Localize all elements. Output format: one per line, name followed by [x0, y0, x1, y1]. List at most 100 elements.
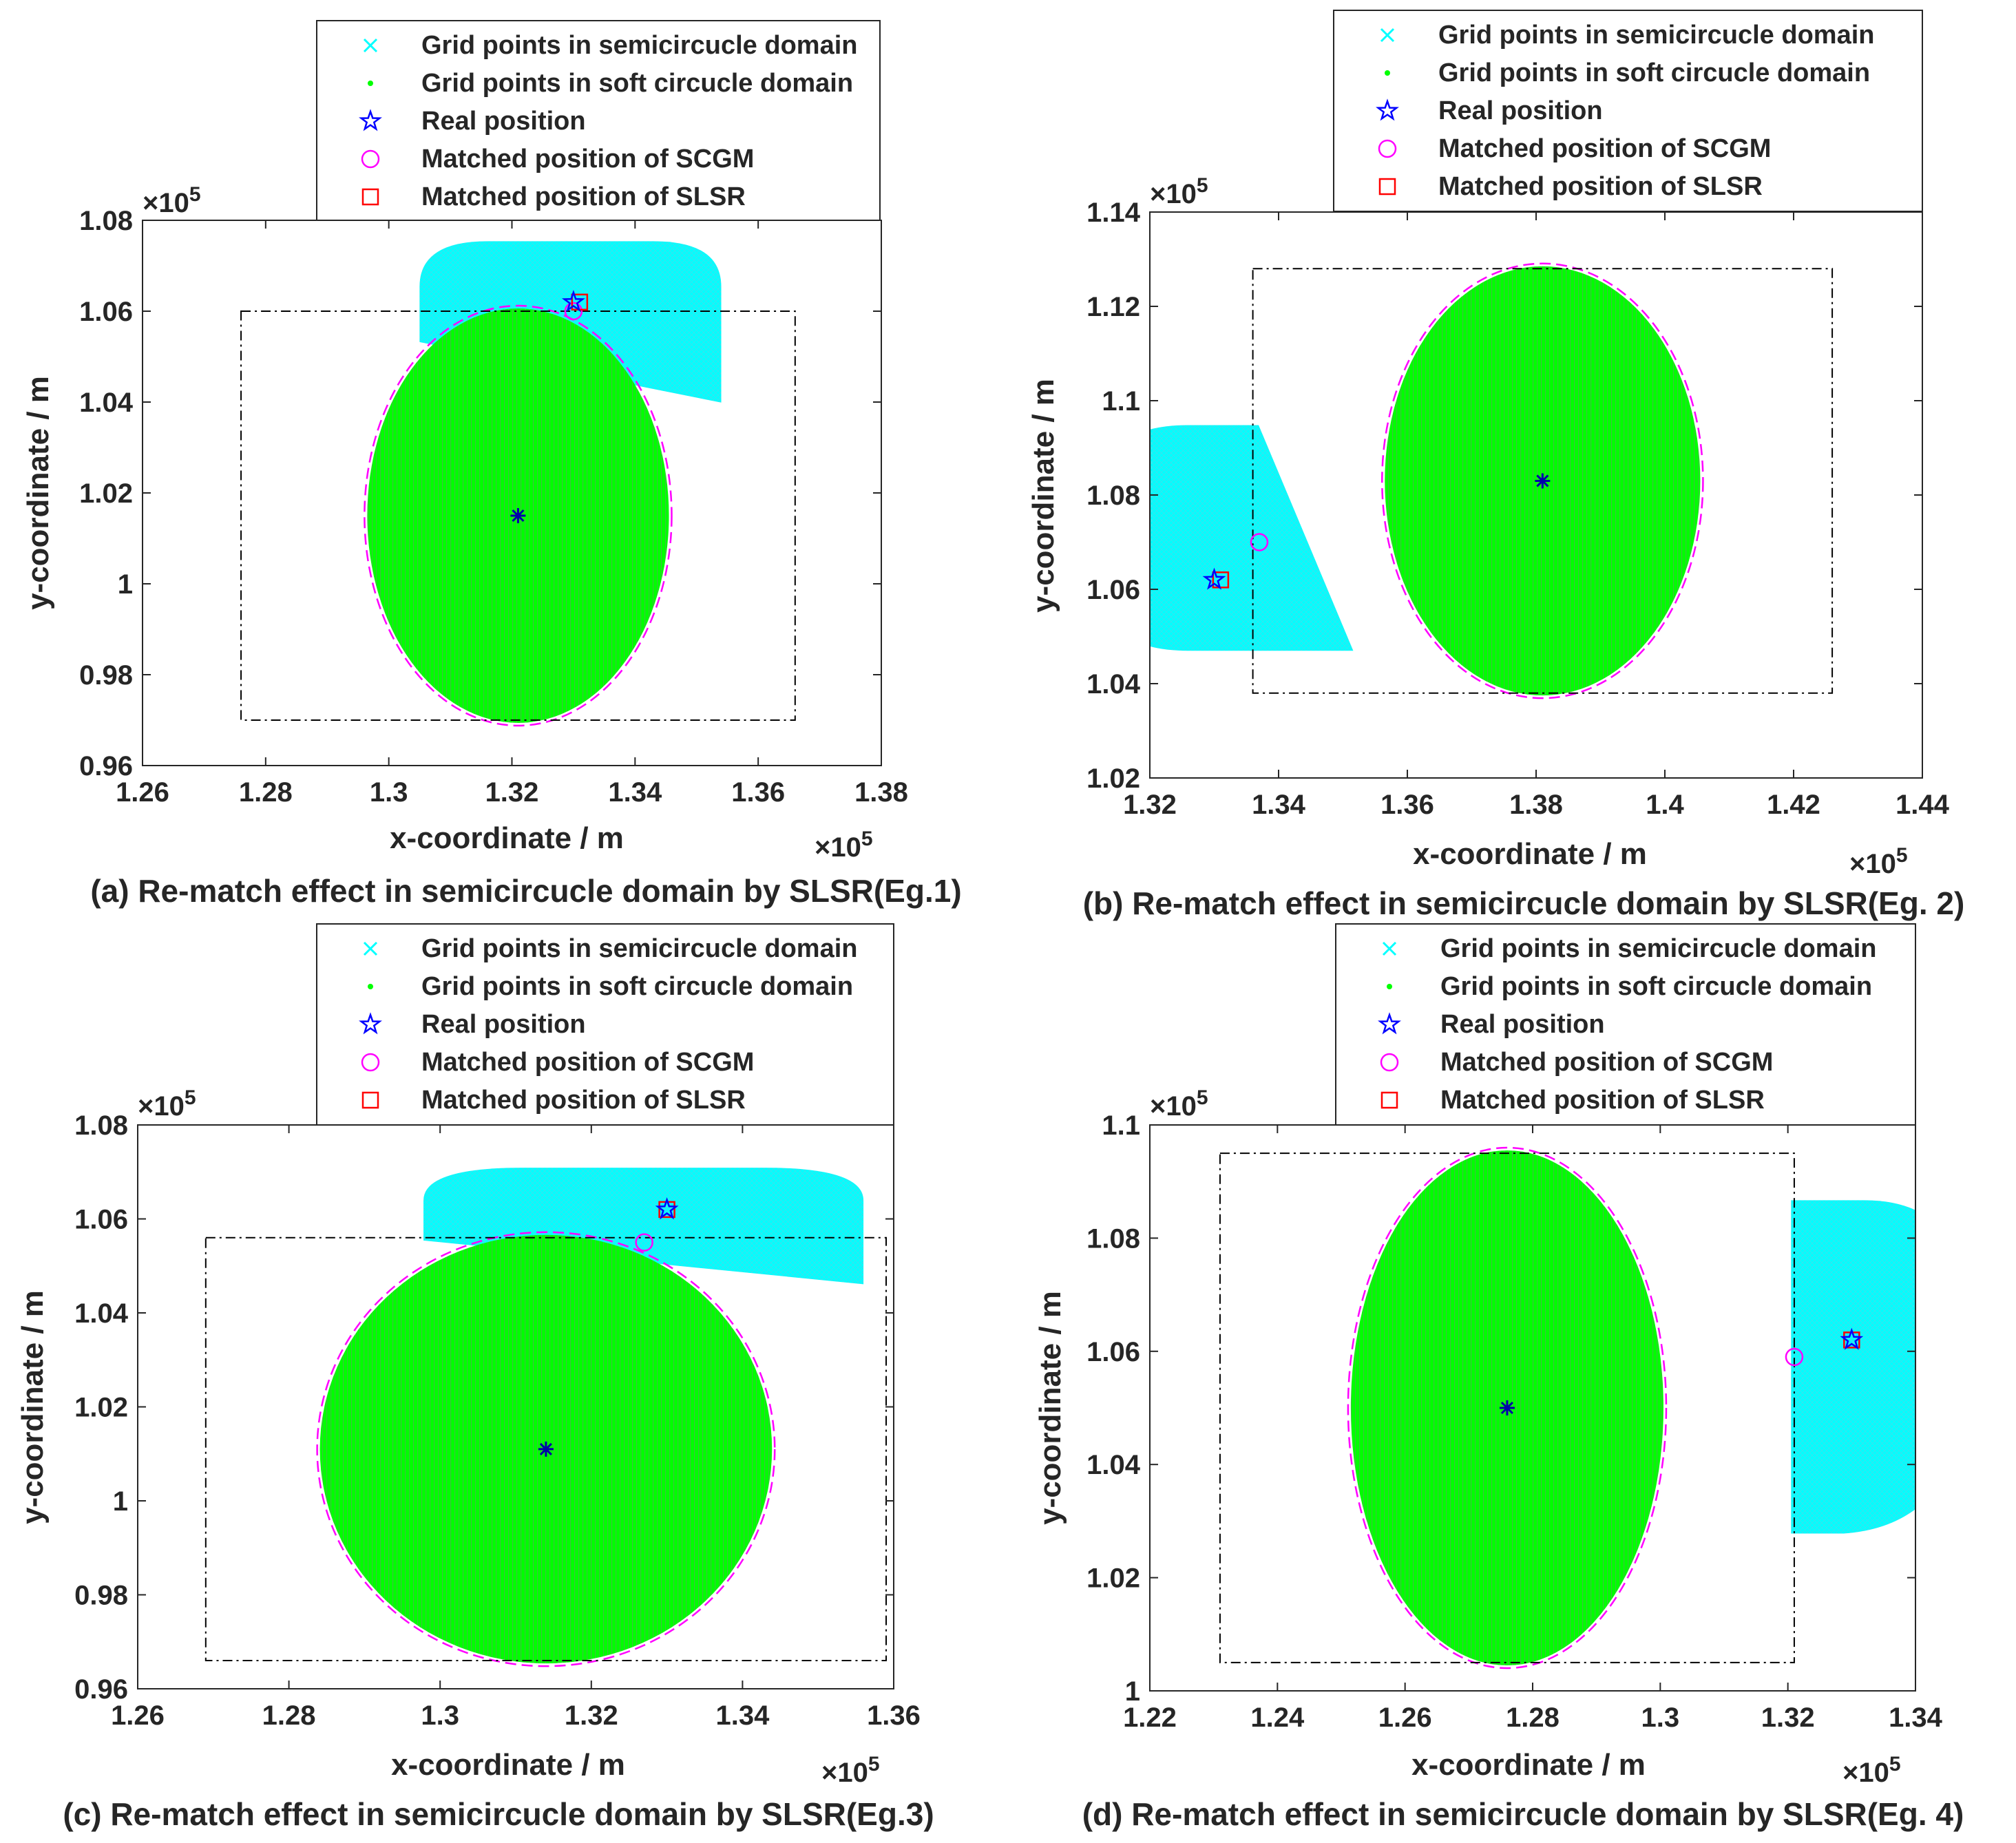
x-tick-label-b: 1.4: [1646, 790, 1684, 820]
legend-marker-circle-c: [361, 1053, 380, 1072]
legend-marker-x-a-glyph: [363, 38, 378, 53]
y-axis-label-d: y-coordinate / m: [1033, 1291, 1067, 1525]
caption-d: (d) Re-match effect in semicircucle doma…: [1082, 1796, 1964, 1832]
x-axis-exponent-d: ×105: [1842, 1753, 1901, 1788]
exponent-power: 5: [185, 1086, 196, 1109]
legend-marker-x-b-glyph: [1380, 28, 1395, 43]
legend-marker-star-d: [1378, 1012, 1401, 1035]
y-tick-label-b: 1.14: [1086, 198, 1141, 228]
y-tick-label-b: 1.12: [1086, 292, 1140, 322]
legend-marker-square-a: [361, 188, 379, 206]
y-axis-label-b: y-coordinate / m: [1027, 379, 1060, 613]
x-tick-label-a: 1.26: [116, 777, 169, 808]
x-tick-label-d: 1.26: [1378, 1703, 1432, 1733]
y-tick-label-c: 1.08: [74, 1110, 128, 1141]
y-tick-label-d: 1.06: [1086, 1337, 1140, 1367]
y-axis-exponent-d: ×105: [1150, 1086, 1208, 1121]
caption-c: (c) Re-match effect in semicircucle doma…: [63, 1796, 934, 1832]
y-tick-label-b: 1.02: [1086, 763, 1140, 794]
legend-label-b: Grid points in semicircucle domain: [1438, 21, 1874, 50]
x-tick-label-d: 1.22: [1123, 1703, 1177, 1733]
legend-marker-x-d-glyph: [1382, 941, 1397, 956]
legend-label-b: Grid points in soft circucle domain: [1438, 59, 1870, 87]
legend-box-a: [316, 20, 881, 221]
y-tick-label-b: 1.08: [1086, 481, 1140, 511]
y-tick-label-b: 1.04: [1086, 669, 1141, 699]
plot-area-c: [204, 1168, 888, 1667]
x-tick-label-c: 1.28: [262, 1700, 316, 1731]
legend-label-d: Matched position of SCGM: [1440, 1048, 1773, 1077]
legend-label-d: Grid points in soft circucle domain: [1440, 972, 1872, 1001]
y-tick-label-c: 1.04: [74, 1298, 129, 1329]
soft-circle-boundary-b: [1381, 262, 1704, 699]
x-tick-label-b: 1.42: [1767, 790, 1820, 820]
x-tick-label-d: 1.3: [1641, 1703, 1680, 1733]
search-bounding-box-d: [1219, 1152, 1795, 1663]
legend-marker-circle-d: [1380, 1053, 1399, 1072]
x-tick-label-c: 1.26: [111, 1700, 165, 1731]
scgm-match-marker-b: [1250, 533, 1269, 551]
legend-marker-x-d: [1382, 941, 1397, 956]
semicircle-domain-b: [1150, 425, 1354, 651]
center-marker-d: [1499, 1400, 1515, 1415]
x-axis-label-c: x-coordinate / m: [391, 1748, 625, 1782]
semicircle-domain-d: [1791, 1200, 1915, 1534]
semicircle-domain-c: [423, 1168, 864, 1285]
y-tick-label-c: 0.98: [74, 1581, 128, 1611]
legend-c: Grid points in semicircucle domain Grid p…: [316, 923, 894, 1126]
exponent-power: 5: [189, 183, 201, 206]
plot-area-a: [240, 241, 796, 727]
panel-c: 1.26 1.28 1.3 1.32 1.34 1.36 0.96 0.98 1 1.02 1.04…: [16, 923, 934, 1832]
exponent-power: 5: [1197, 174, 1208, 197]
y-tick-label-c: 1: [113, 1486, 128, 1517]
x-tick-label-b: 1.38: [1509, 790, 1563, 820]
plot-area-d: [1219, 1146, 1915, 1670]
exponent-power: 5: [861, 828, 873, 850]
y-tick-label-a: 1.04: [79, 388, 134, 418]
legend-marker-x-a: [363, 38, 378, 53]
search-bounding-box-b: [1252, 268, 1834, 694]
panel-a: 1.26 1.28 1.3 1.32 1.34 1.36 1.38 0.96 0.98 1 1.02…: [21, 20, 962, 909]
legend-label-b: Real position: [1438, 96, 1603, 125]
legend-box-b: [1333, 10, 1923, 212]
x-axis-exponent-b: ×105: [1849, 844, 1908, 879]
legend-marker-star-c: [359, 1012, 382, 1035]
x-tick-label-c: 1.32: [565, 1700, 618, 1731]
exponent-base: ×10: [1150, 179, 1197, 209]
x-axis-label-b: x-coordinate / m: [1413, 837, 1647, 871]
real-position-marker-c: [655, 1197, 679, 1220]
legend-label-c: Matched position of SCGM: [421, 1048, 754, 1077]
x-tick-label-c: 1.34: [715, 1700, 770, 1731]
x-axis-exponent-a: ×105: [815, 828, 873, 863]
y-tick-label-a: 1.06: [79, 297, 133, 327]
search-bounding-box-c: [204, 1236, 888, 1662]
legend-d: Grid points in semicircucle domain Grid p…: [1335, 923, 1916, 1126]
legend-marker-circle-b: [1378, 139, 1397, 158]
legend-marker-square-b: [1378, 178, 1396, 196]
y-axis-label-c: y-coordinate / m: [16, 1290, 50, 1524]
y-tick-label-a: 0.96: [79, 751, 133, 781]
legend-box-d: [1335, 923, 1916, 1126]
y-tick-label-a: 1.08: [79, 206, 133, 236]
scgm-match-marker-a: [564, 302, 583, 321]
legend-marker-dot-a: [368, 81, 373, 86]
x-tick-label-d: 1.32: [1761, 1703, 1815, 1733]
soft-circle-boundary-a: [364, 304, 673, 727]
y-tick-label-d: 1.04: [1086, 1450, 1141, 1480]
y-axis-exponent-c: ×105: [138, 1086, 196, 1121]
legend-label-d: Real position: [1440, 1010, 1605, 1039]
legend-label-a: Matched position of SCGM: [421, 145, 754, 173]
exponent-base: ×10: [1150, 1091, 1197, 1121]
soft-circle-boundary-d: [1347, 1146, 1668, 1670]
legend-label-d: Matched position of SLSR: [1440, 1086, 1765, 1115]
y-tick-label-c: 1.02: [74, 1393, 128, 1423]
exponent-base: ×10: [1849, 849, 1896, 879]
x-tick-label-c: 1.3: [421, 1700, 459, 1731]
panel-d: 1.22 1.24 1.26 1.28 1.3 1.32 1.34 1 1.02 1.04 1.06…: [1033, 923, 1964, 1832]
exponent-power: 5: [868, 1753, 880, 1776]
x-tick-label-b: 1.34: [1252, 790, 1306, 820]
panel-b: 1.32 1.34 1.36 1.38 1.4 1.42 1.44 1.02 1.04 1.06 1…: [1027, 10, 1964, 921]
legend-b: Grid points in semicircucle domain Grid p…: [1333, 10, 1923, 212]
exponent-base: ×10: [815, 832, 861, 863]
